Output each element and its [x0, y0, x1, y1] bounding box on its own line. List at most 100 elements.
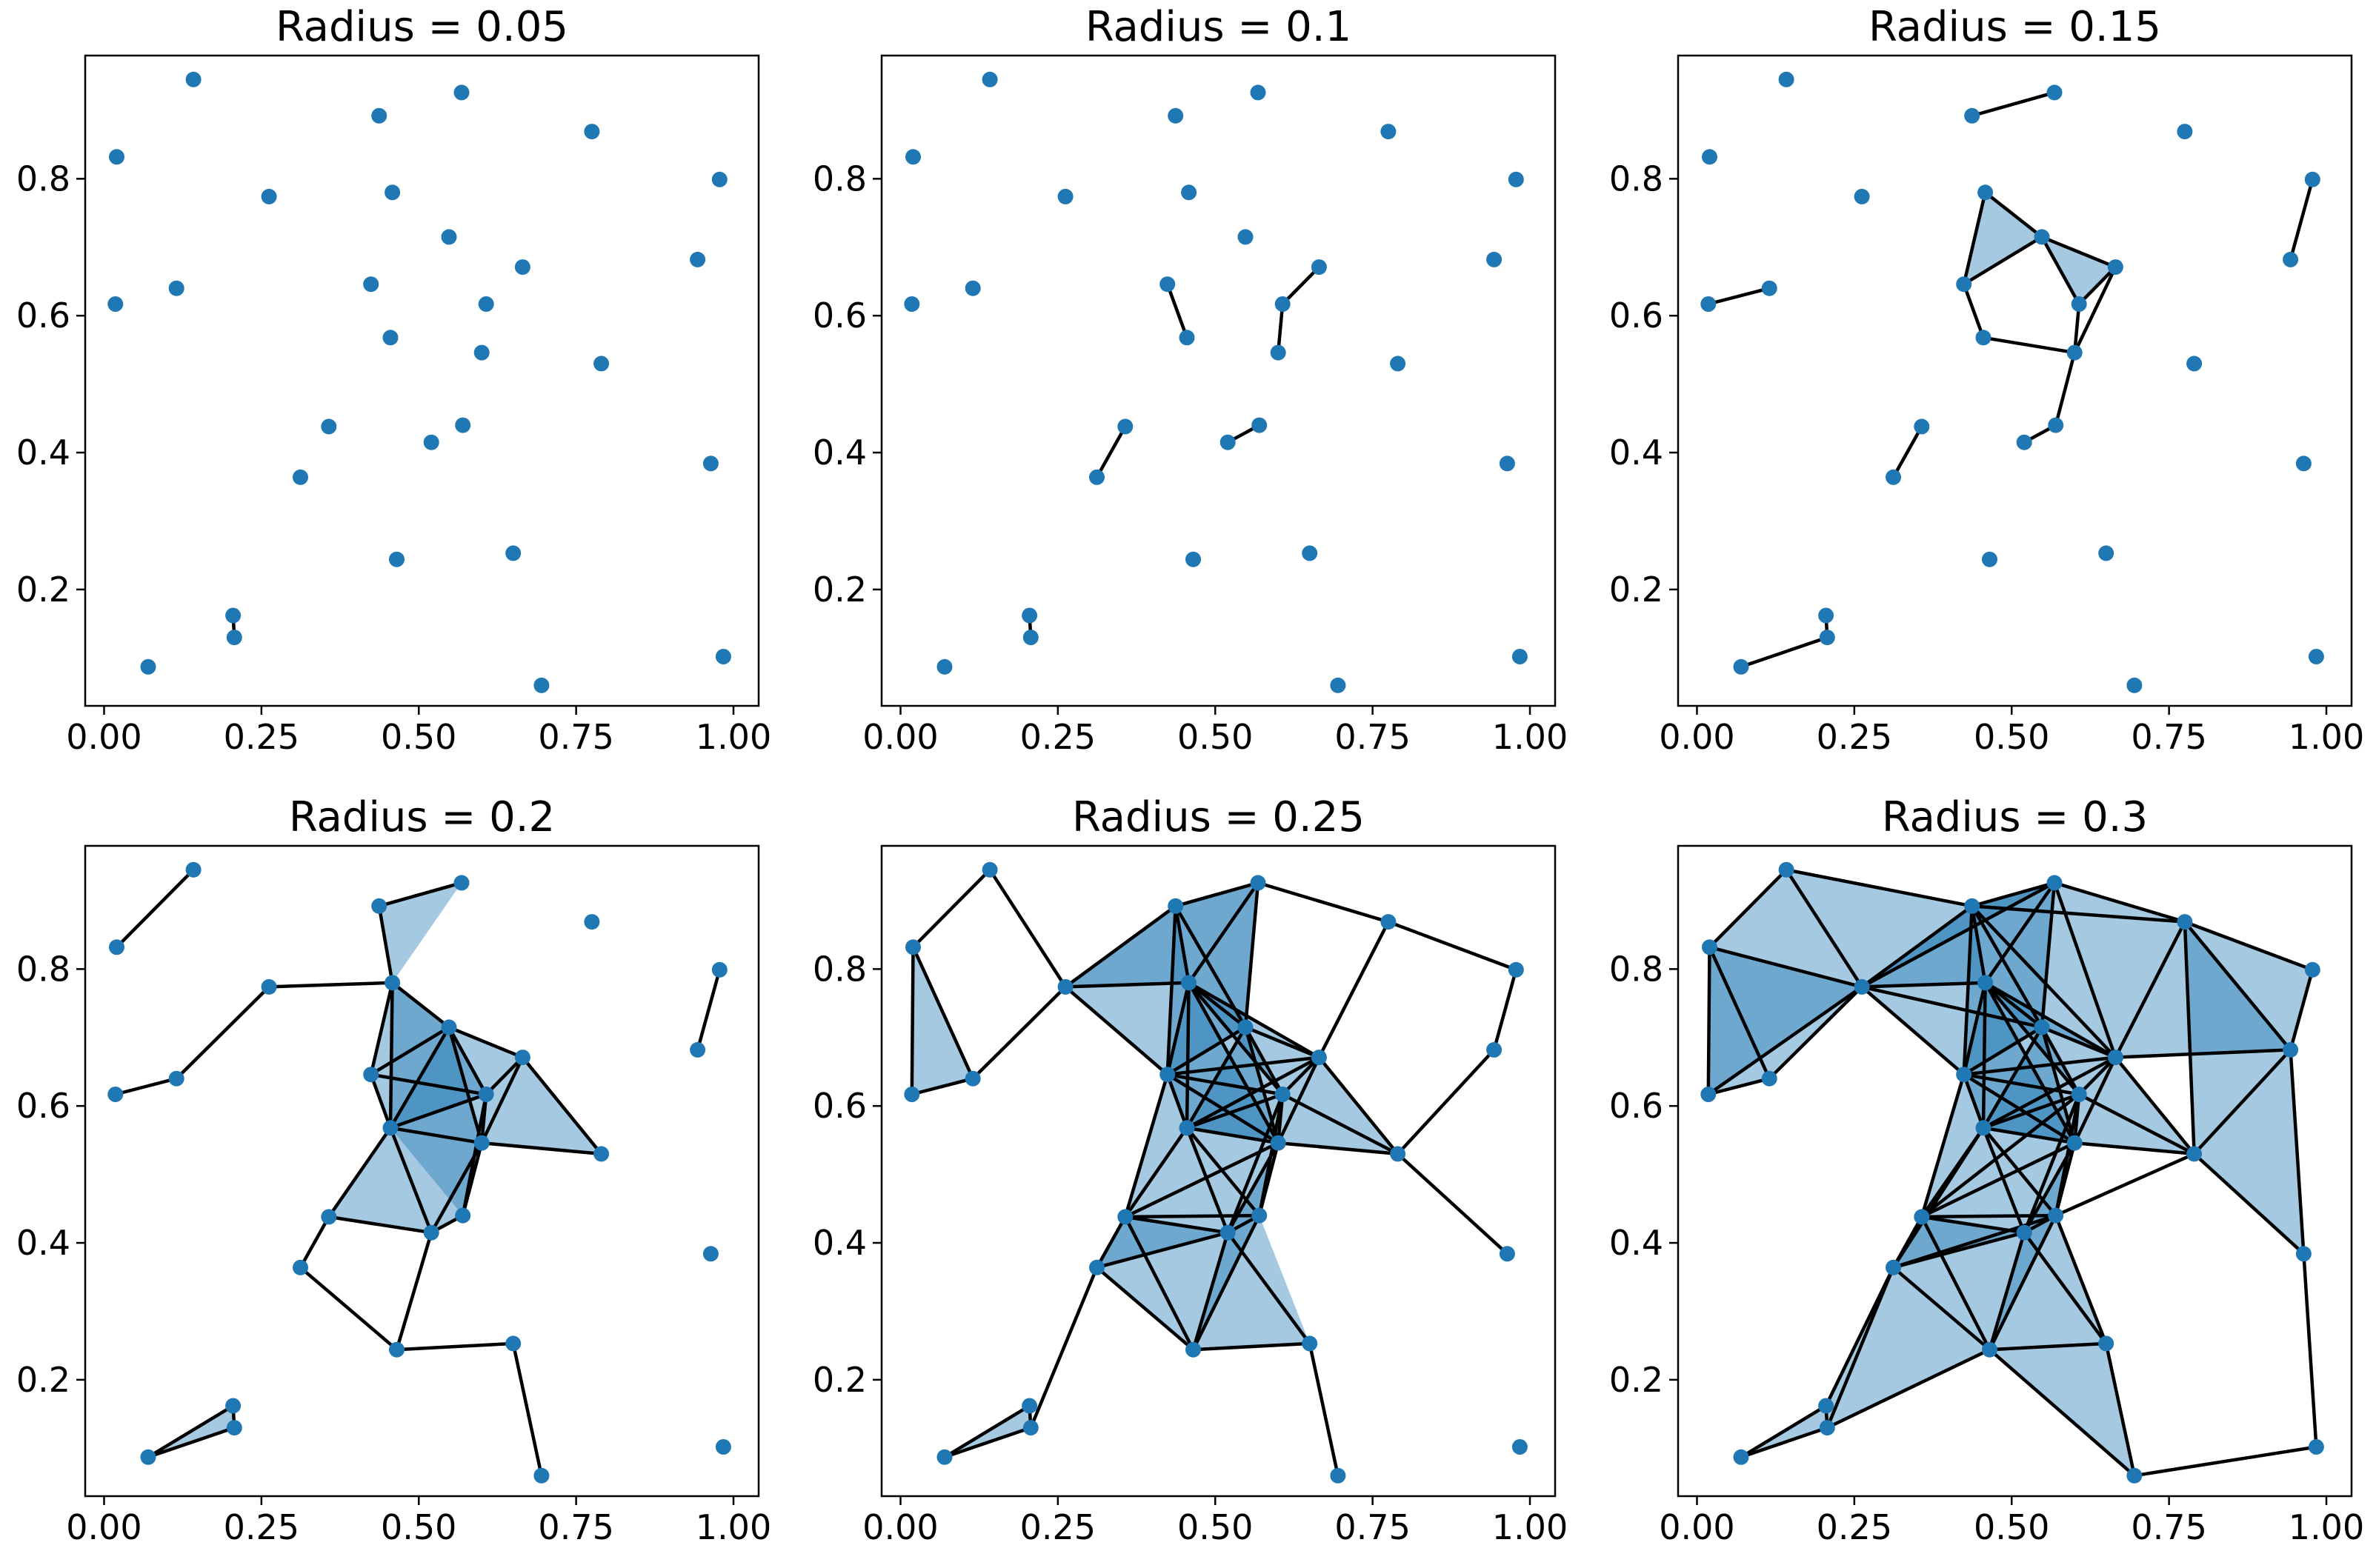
triangle-face	[1893, 1216, 1990, 1350]
triangle-face	[1963, 906, 1986, 1075]
plot-area	[1700, 861, 2324, 1484]
data-point	[965, 280, 981, 296]
x-tick-label: 0.00	[862, 1507, 938, 1547]
triangle-face	[1065, 906, 1189, 987]
y-tick-label: 0.6	[16, 296, 70, 336]
edge-line	[1174, 904, 1191, 985]
edge-line	[395, 1230, 433, 1352]
edge-line	[1165, 1025, 1248, 1076]
data-point	[1022, 1398, 1038, 1414]
edge-line	[1317, 920, 1391, 1059]
x-tick-label: 0.75	[1334, 717, 1410, 757]
data-point	[441, 229, 457, 245]
data-point	[1511, 649, 1528, 664]
data-point	[584, 914, 600, 930]
edge-line	[1706, 286, 1771, 306]
x-tick-label: 0.00	[66, 1507, 142, 1547]
y-tick-label: 0.8	[1609, 159, 1663, 198]
data-point	[982, 71, 998, 87]
data-point	[1914, 418, 1930, 435]
edge-line	[388, 1092, 488, 1130]
edge-line	[1185, 1025, 1248, 1130]
data-point	[936, 1449, 953, 1465]
data-point	[1251, 417, 1268, 433]
data-point	[1390, 356, 1406, 372]
edge-line	[369, 1072, 393, 1130]
edge-line	[1063, 904, 1177, 989]
data-point	[1117, 418, 1134, 435]
data-point	[293, 469, 308, 485]
data-point	[1956, 1067, 1972, 1083]
data-point	[505, 545, 522, 561]
edge-line	[369, 1025, 451, 1076]
y-tick-label: 0.6	[16, 1086, 70, 1126]
edge-line	[1983, 981, 2044, 1030]
data-point	[2304, 171, 2320, 187]
triangle-face	[1097, 1216, 1194, 1350]
data-point	[385, 184, 401, 201]
edge-line	[1962, 981, 1987, 1076]
y-tick-label: 0.2	[813, 570, 867, 610]
data-point	[363, 276, 379, 293]
edge-line	[388, 1025, 451, 1130]
data-point	[702, 1246, 719, 1262]
edge-line	[2289, 178, 2315, 261]
edge-line	[1123, 1141, 1280, 1219]
edge-line	[1165, 981, 1191, 1076]
edge-line	[2114, 1055, 2196, 1156]
edge-line	[267, 981, 394, 989]
edge-line	[1970, 904, 1987, 985]
edge-line	[1988, 1213, 2057, 1352]
data-point	[904, 1087, 920, 1102]
edge-line	[1386, 920, 1518, 972]
edge-line	[395, 1341, 515, 1352]
triangle-face	[1167, 906, 1189, 1075]
edge-line	[2072, 1055, 2117, 1145]
data-point	[1977, 975, 1994, 991]
data-point	[1761, 280, 1777, 296]
data-point	[1057, 188, 1074, 204]
edge-line	[1920, 1215, 1991, 1352]
triangle-face	[1065, 906, 1176, 1075]
data-point	[2126, 677, 2143, 693]
edge-line	[1706, 945, 1711, 1096]
edge-line	[113, 1076, 179, 1096]
data-point	[389, 1341, 405, 1358]
data-point	[1486, 251, 1503, 267]
edge-line	[1988, 1230, 2026, 1352]
edge-line	[521, 1055, 603, 1156]
edge-line	[299, 1215, 331, 1270]
data-point	[1168, 898, 1184, 914]
edge-line	[1767, 985, 1864, 1081]
y-tick-label: 0.6	[1609, 296, 1663, 336]
triangle-face	[1989, 1232, 2106, 1350]
data-point	[715, 1439, 731, 1455]
edge-line	[1983, 190, 2044, 239]
panel-title: Radius = 0.25	[1072, 793, 1365, 841]
data-point	[2071, 296, 2087, 312]
data-point	[2283, 251, 2299, 267]
data-point	[2295, 456, 2312, 472]
triangle-face	[1963, 982, 1986, 1128]
axes-frame	[1677, 844, 2353, 1498]
data-point	[1702, 939, 1717, 955]
y-tick-label: 0.6	[1609, 1086, 1663, 1126]
x-tick-label: 0.75	[2131, 717, 2206, 757]
edge-line	[1983, 881, 2057, 985]
panel-4: Radius = 0.2 0.00 0.25 0.50 0.75 1.00 0.2 0.4 0.…	[16, 793, 771, 1547]
data-point	[441, 1019, 457, 1035]
y-tick-label: 0.2	[16, 1360, 70, 1400]
edge-line	[1185, 981, 1191, 1130]
data-point	[1219, 1224, 1236, 1241]
data-point	[109, 939, 124, 955]
x-tick-label: 0.25	[1817, 1507, 1892, 1547]
edge-line	[2072, 1141, 2196, 1156]
edge-line	[1739, 1404, 1828, 1459]
edge-line	[369, 1072, 488, 1096]
plot-area	[107, 861, 731, 1484]
data-point	[1390, 1146, 1406, 1162]
edge-line	[2040, 235, 2081, 306]
data-point	[225, 1398, 242, 1414]
data-point	[1181, 184, 1197, 201]
